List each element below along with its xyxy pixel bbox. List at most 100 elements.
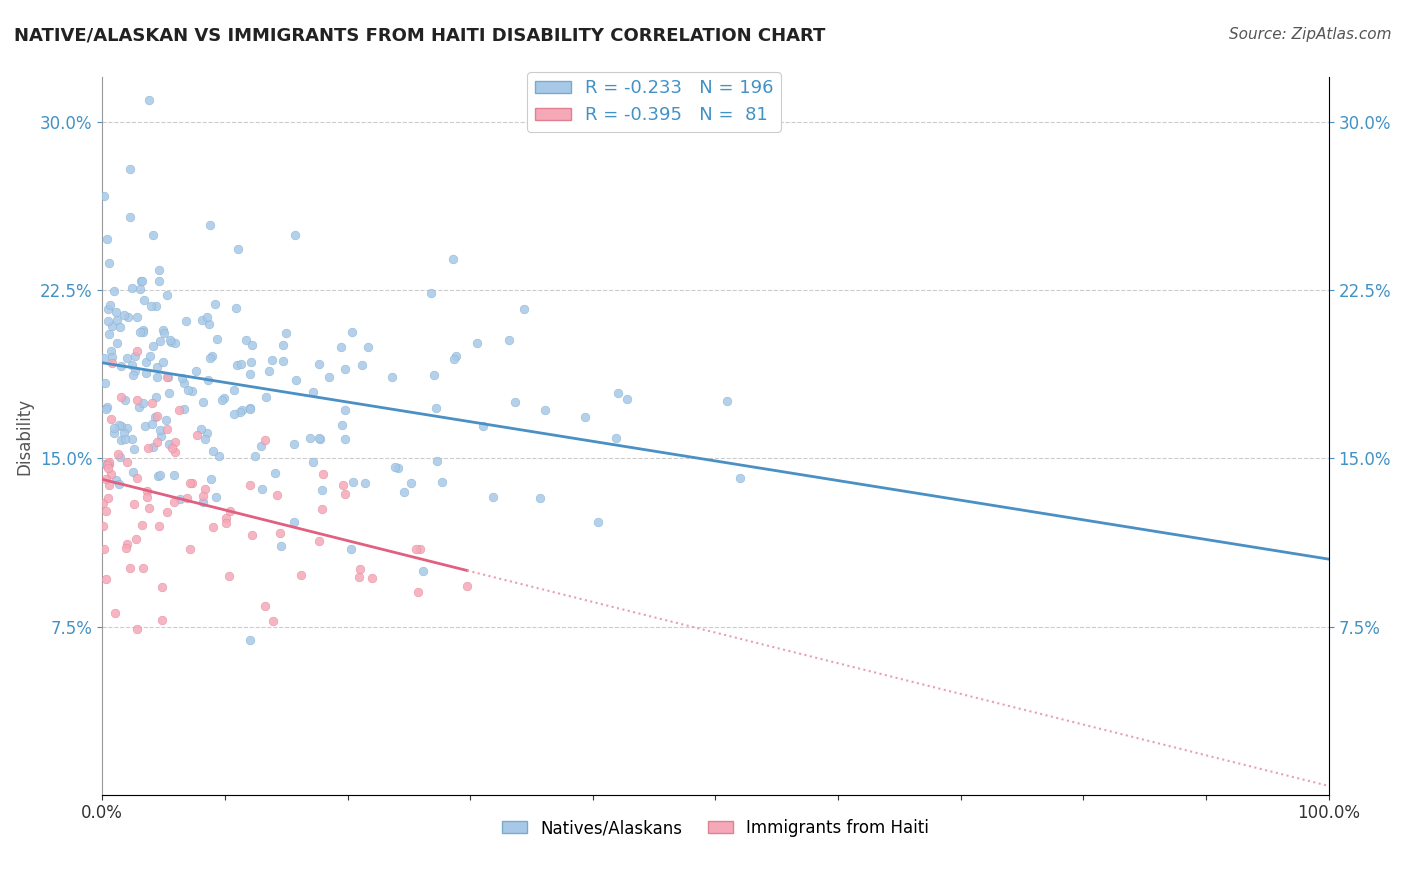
Point xyxy=(146,359,169,374)
Point xyxy=(146,369,169,384)
Point xyxy=(387,460,409,475)
Point xyxy=(301,455,323,469)
Point xyxy=(191,489,214,503)
Point xyxy=(136,441,159,455)
Point xyxy=(169,402,191,417)
Point xyxy=(384,460,406,475)
Point xyxy=(239,478,262,492)
Point xyxy=(181,476,204,491)
Point xyxy=(101,319,124,334)
Point xyxy=(212,391,235,405)
Point xyxy=(121,368,143,383)
Point xyxy=(145,299,167,313)
Point xyxy=(124,497,146,511)
Point xyxy=(103,284,125,298)
Point xyxy=(357,340,380,354)
Point xyxy=(302,385,325,400)
Point xyxy=(214,511,236,525)
Point xyxy=(139,300,162,314)
Point xyxy=(186,364,208,378)
Point xyxy=(156,370,179,384)
Point xyxy=(148,519,170,533)
Point xyxy=(176,491,198,505)
Point xyxy=(311,502,333,516)
Point xyxy=(239,402,262,417)
Point xyxy=(225,358,247,372)
Point xyxy=(271,338,294,352)
Point xyxy=(332,478,354,492)
Point xyxy=(146,469,169,483)
Point xyxy=(100,344,122,359)
Point xyxy=(143,410,166,425)
Point xyxy=(98,255,121,269)
Point xyxy=(91,519,114,533)
Point xyxy=(148,274,170,288)
Point xyxy=(139,349,162,363)
Point xyxy=(200,472,222,486)
Point xyxy=(430,475,453,489)
Point xyxy=(262,614,284,628)
Point xyxy=(266,488,288,502)
Point xyxy=(441,252,464,266)
Point xyxy=(145,390,167,404)
Point xyxy=(104,473,127,487)
Point xyxy=(333,432,356,446)
Point xyxy=(146,435,169,450)
Point xyxy=(498,333,520,347)
Point xyxy=(110,433,132,447)
Point xyxy=(347,569,370,583)
Point xyxy=(97,314,120,328)
Point xyxy=(283,437,305,451)
Point xyxy=(405,542,427,557)
Point xyxy=(406,585,429,599)
Point xyxy=(399,476,422,491)
Point xyxy=(108,477,131,491)
Point xyxy=(529,491,551,505)
Point xyxy=(193,395,215,409)
Point xyxy=(125,343,148,358)
Point xyxy=(422,368,444,383)
Point xyxy=(135,355,157,369)
Point xyxy=(156,288,179,302)
Point xyxy=(105,304,128,318)
Point xyxy=(142,227,165,242)
Point xyxy=(290,568,312,582)
Point xyxy=(117,351,139,366)
Point xyxy=(201,519,224,533)
Point xyxy=(180,384,202,398)
Point xyxy=(283,515,305,529)
Point xyxy=(361,571,384,585)
Point xyxy=(605,431,627,445)
Point xyxy=(141,396,163,410)
Point xyxy=(298,431,321,445)
Point xyxy=(207,332,229,346)
Point xyxy=(308,533,330,548)
Point xyxy=(94,503,117,517)
Point xyxy=(120,210,142,224)
Point xyxy=(159,333,181,347)
Point xyxy=(131,274,153,288)
Point xyxy=(176,383,198,397)
Point xyxy=(170,371,193,385)
Point xyxy=(98,298,121,312)
Point xyxy=(284,228,307,243)
Point xyxy=(190,422,212,436)
Point xyxy=(200,351,222,365)
Point xyxy=(105,336,128,351)
Point xyxy=(456,579,478,593)
Point xyxy=(117,310,139,324)
Point xyxy=(125,622,148,636)
Point xyxy=(231,403,253,417)
Point xyxy=(264,466,287,480)
Point xyxy=(197,425,219,440)
Point xyxy=(330,417,353,432)
Point xyxy=(97,455,120,469)
Point xyxy=(110,450,132,465)
Point xyxy=(114,392,136,407)
Point xyxy=(100,356,122,370)
Point xyxy=(285,373,308,387)
Point xyxy=(136,491,159,505)
Point xyxy=(229,357,252,371)
Point xyxy=(97,461,120,475)
Point xyxy=(218,503,240,517)
